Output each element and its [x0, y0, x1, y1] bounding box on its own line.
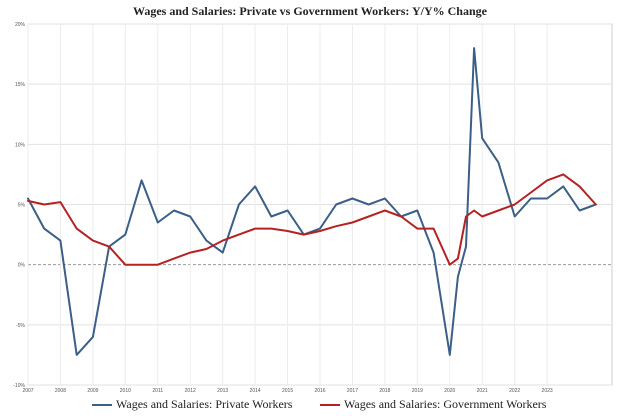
- legend-item-private: Wages and Salaries: Private Workers: [92, 397, 292, 412]
- x-tick-label: 2010: [120, 388, 131, 394]
- series-line-private: [27, 47, 597, 356]
- y-tick-label: 5%: [18, 203, 26, 209]
- y-axis-ticks: -10% -5% 0% 5% 10% 15% 20%: [13, 22, 25, 389]
- series-line-government: [27, 173, 597, 266]
- x-tick-label: 2009: [87, 388, 98, 394]
- x-tick-label: 2017: [347, 388, 358, 394]
- legend-swatch-government: [320, 403, 340, 406]
- x-tick-label: 2019: [412, 388, 423, 394]
- y-tick-label: 10%: [15, 142, 26, 148]
- legend-label-government: Wages and Salaries: Government Workers: [344, 397, 547, 411]
- y-tick-label: -10%: [13, 383, 25, 389]
- x-tick-label: 2007: [22, 388, 33, 394]
- y-tick-label: 15%: [15, 82, 26, 88]
- x-tick-label: 2011: [152, 388, 163, 394]
- chart-title: Wages and Salaries: Private vs Governmen…: [133, 4, 487, 18]
- x-tick-label: 2015: [282, 388, 293, 394]
- x-tick-label: 2014: [250, 388, 261, 394]
- legend-swatch-private: [92, 403, 112, 406]
- x-tick-label: 2018: [379, 388, 390, 394]
- x-tick-label: 2016: [314, 388, 325, 394]
- legend: Wages and Salaries: Private Workers Wage…: [0, 397, 620, 415]
- x-tick-label: 2020: [444, 388, 455, 394]
- x-tick-label: 2022: [509, 388, 520, 394]
- series-lines: [27, 47, 597, 356]
- x-tick-label: 2012: [185, 388, 196, 394]
- y-tick-label: -5%: [16, 323, 25, 329]
- x-tick-label: 2023: [542, 388, 553, 394]
- legend-item-government: Wages and Salaries: Government Workers: [320, 397, 546, 412]
- y-tick-label: 0%: [18, 263, 26, 269]
- x-tick-label: 2021: [477, 388, 488, 394]
- grid-lines: [27, 23, 613, 386]
- x-tick-label: 2008: [55, 388, 66, 394]
- x-tick-label: 2013: [217, 388, 228, 394]
- x-axis-ticks: 2007 2008 2009 2010 2011 2012 2013 2014 2015 2016…: [22, 388, 552, 394]
- y-tick-label: 20%: [15, 22, 26, 28]
- legend-label-private: Wages and Salaries: Private Workers: [116, 397, 293, 411]
